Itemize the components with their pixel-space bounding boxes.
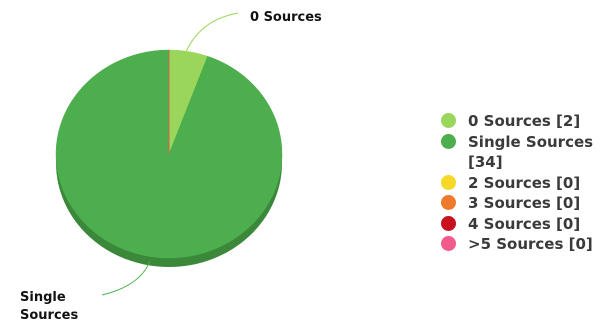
pie-slices — [55, 49, 283, 267]
legend-label-4-sources: 4 Sources [0] — [468, 214, 581, 233]
slice-label-0-sources: 0 Sources — [185, 10, 322, 53]
legend: 0 Sources [2] Single Sources [34] 2 Sour… — [441, 111, 601, 255]
legend-swatch-2-sources — [441, 174, 456, 190]
legend-swatch-single-sources — [441, 133, 456, 149]
legend-label-0-sources: 0 Sources [2] — [468, 112, 581, 130]
legend-item-single-sources[interactable]: Single Sources [34] — [441, 132, 601, 173]
legend-label-2-sources: 2 Sources [0] — [468, 173, 581, 192]
legend-item-3-sources[interactable]: 3 Sources [0] — [441, 193, 601, 214]
slice-label-text-single-sources: Single Sources — [20, 290, 78, 323]
legend-item-5-plus-sources[interactable]: >5 Sources [0] — [441, 234, 601, 255]
leader-line-single-sources — [101, 260, 151, 296]
legend-label-5-plus-sources: >5 Sources [0] — [468, 235, 593, 253]
slice-label-single-sources: Single Sources — [20, 260, 151, 323]
legend-swatch-4-sources — [441, 215, 456, 231]
legend-item-0-sources[interactable]: 0 Sources [2] — [441, 111, 601, 132]
legend-swatch-0-sources — [441, 113, 456, 128]
legend-swatch-5-plus-sources — [441, 236, 456, 251]
legend-swatch-3-sources — [441, 195, 456, 210]
legend-label-3-sources: 3 Sources [0] — [468, 194, 581, 212]
legend-item-2-sources[interactable]: 2 Sources [0] — [441, 173, 601, 194]
leader-line-0-sources — [185, 12, 239, 53]
slice-label-text-0-sources: 0 Sources — [250, 10, 322, 25]
legend-item-4-sources[interactable]: 4 Sources [0] — [441, 214, 601, 235]
legend-label-single-sources: Single Sources [34] — [468, 132, 594, 172]
